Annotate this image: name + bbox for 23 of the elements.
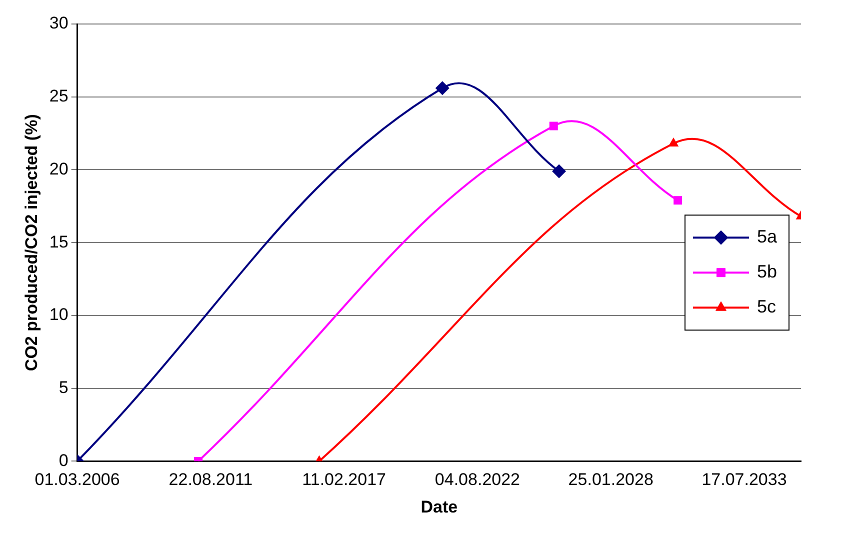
legend-label: 5a [757, 226, 778, 247]
point [552, 164, 566, 178]
y-axis-title: CO2 produced/CO2 injected (%) [22, 114, 41, 372]
point [674, 196, 682, 205]
point [435, 81, 450, 96]
x-tick-label: 25.01.2028 [568, 470, 654, 490]
x-tick-label: 01.03.2006 [34, 470, 120, 490]
y-tick-label: 30 [49, 14, 68, 33]
y-tick-label: 0 [58, 450, 68, 470]
y-tick-label: 20 [49, 159, 68, 178]
y-tick-label: 5 [58, 378, 68, 398]
point [549, 122, 558, 130]
x-tick-label: 04.08.2022 [434, 470, 520, 490]
legend-label: 5c [757, 296, 776, 317]
x-axis-title: Date [420, 497, 458, 516]
x-tick-label: 17.07.2033 [702, 470, 787, 490]
y-tick-label: 10 [49, 305, 68, 324]
y-tick-label: 15 [49, 232, 68, 252]
y-tick-label: 25 [49, 86, 68, 106]
x-tick-label: 22.08.2011 [168, 470, 253, 490]
x-tick-label: 11.02.2017 [302, 470, 386, 490]
legend-label: 5b [757, 262, 778, 282]
point [668, 138, 679, 146]
